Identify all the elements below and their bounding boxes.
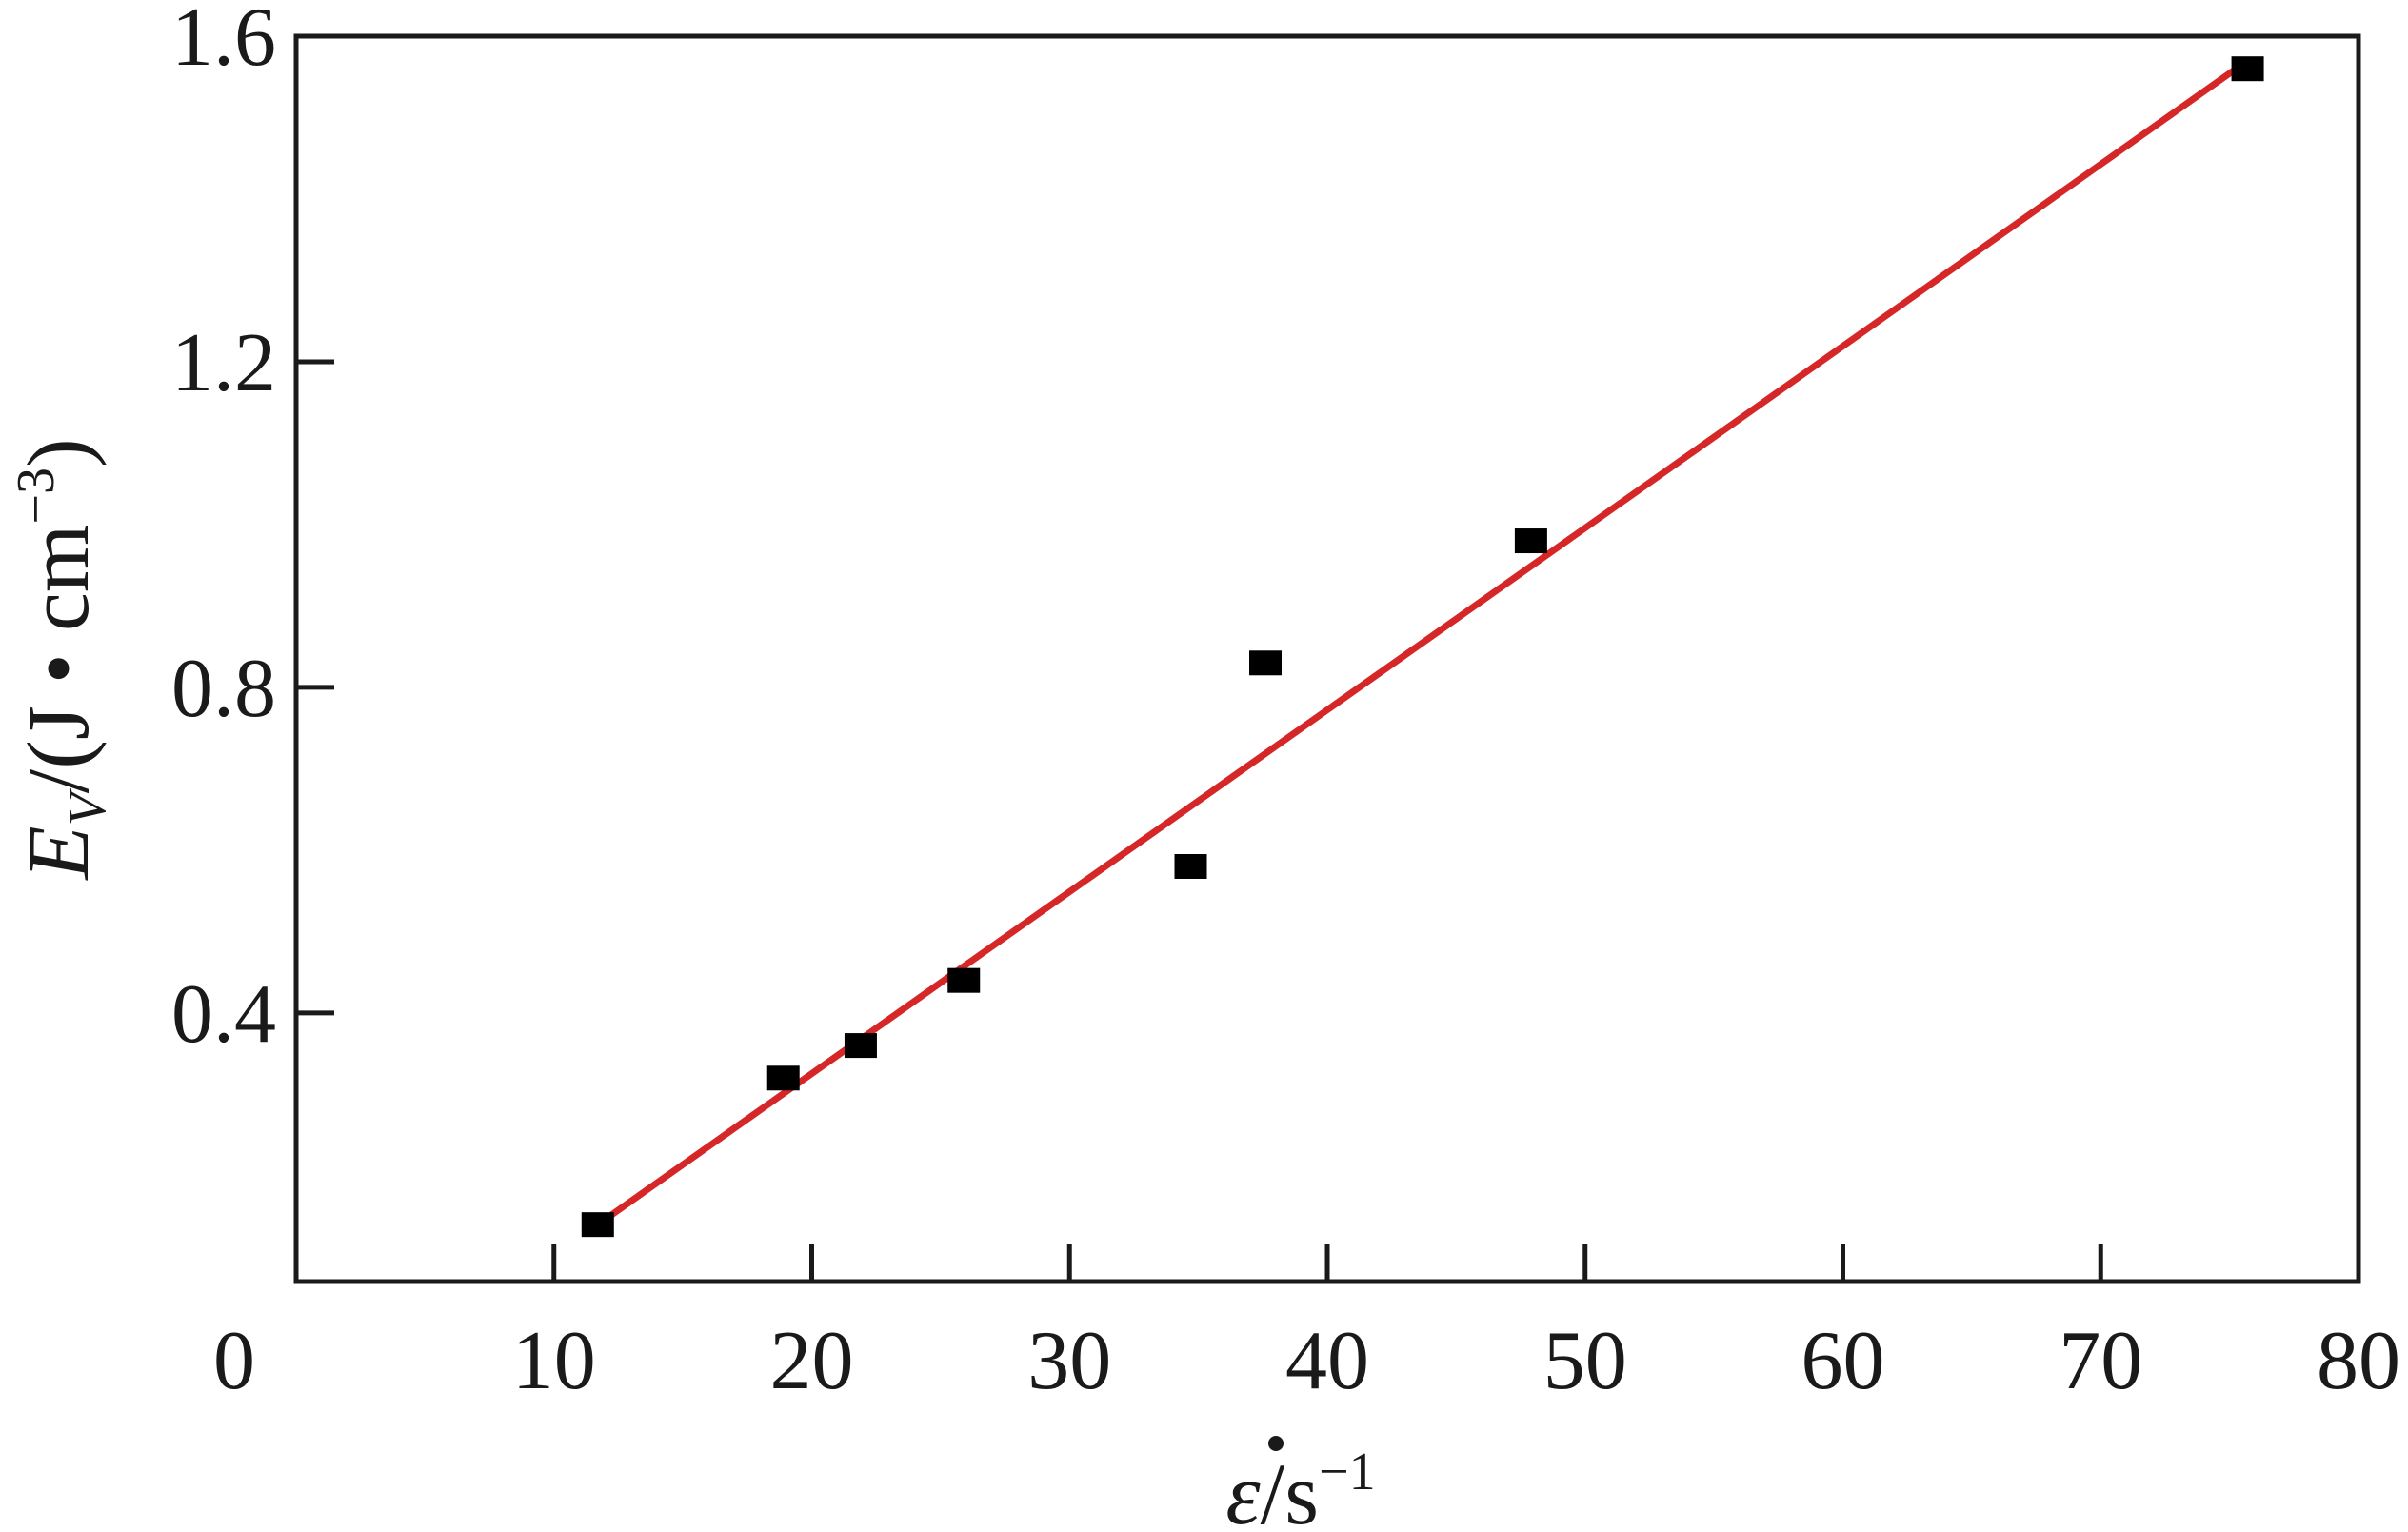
data-point-1 [581, 1212, 614, 1238]
epsilon-dot [1268, 1436, 1284, 1451]
x-tick-label-40: 40 [1285, 1315, 1369, 1407]
data-point-2 [766, 1065, 800, 1091]
y-axis-unit: /(J • cm [10, 525, 107, 794]
y-axis-ticks [296, 359, 334, 1016]
x-axis-symbol: ε [1225, 1445, 1261, 1532]
x-axis-tick-labels: 0 10 20 30 40 50 60 70 80 [213, 1315, 2400, 1407]
data-points-layer [581, 56, 2264, 1238]
x-tick-label-30: 30 [1027, 1315, 1111, 1407]
x-tick-label-10: 10 [512, 1315, 596, 1407]
y-axis-title: EV/(J • cm−3) [7, 438, 117, 881]
y-tick-label-0.4: 0.4 [171, 968, 276, 1061]
data-point-4 [947, 967, 981, 993]
y-tick-label-0.8: 0.8 [171, 643, 276, 735]
x-tick-label-70: 70 [2059, 1315, 2142, 1407]
data-point-3 [844, 1033, 877, 1059]
fit-line [595, 57, 2250, 1228]
x-tick-label-60: 60 [1801, 1315, 1885, 1407]
fit-line-layer [595, 57, 2250, 1228]
x-tick-label-20: 20 [770, 1315, 854, 1407]
x-tick-label-50: 50 [1543, 1315, 1627, 1407]
x-axis-unit: /s [1261, 1445, 1319, 1532]
data-point-8 [2231, 56, 2264, 82]
plot-frame [293, 33, 2361, 1284]
y-axis-exponent: −3 [7, 468, 66, 525]
svg-text:ε/s−1: ε/s−1 [1225, 1442, 1375, 1532]
x-tick-label-0: 0 [213, 1315, 255, 1407]
data-point-7 [1514, 528, 1547, 554]
y-tick-label-1.6: 1.6 [171, 0, 276, 84]
x-axis-ticks [551, 1244, 2103, 1282]
y-tick-label-1.2: 1.2 [171, 317, 276, 409]
y-axis-subscript: V [58, 787, 117, 826]
x-axis-exponent: −1 [1319, 1442, 1376, 1502]
y-axis-close: ) [10, 438, 107, 468]
y-axis-tick-labels: 0.4 0.8 1.2 1.6 [171, 0, 276, 1061]
x-tick-label-80: 80 [2317, 1315, 2400, 1407]
y-axis-symbol: E [10, 826, 107, 881]
x-axis-title: ε/s−1 [1225, 1436, 1376, 1532]
data-point-6 [1249, 650, 1283, 676]
data-point-5 [1174, 854, 1207, 879]
svg-text:EV/(J • cm−3): EV/(J • cm−3) [7, 438, 117, 881]
